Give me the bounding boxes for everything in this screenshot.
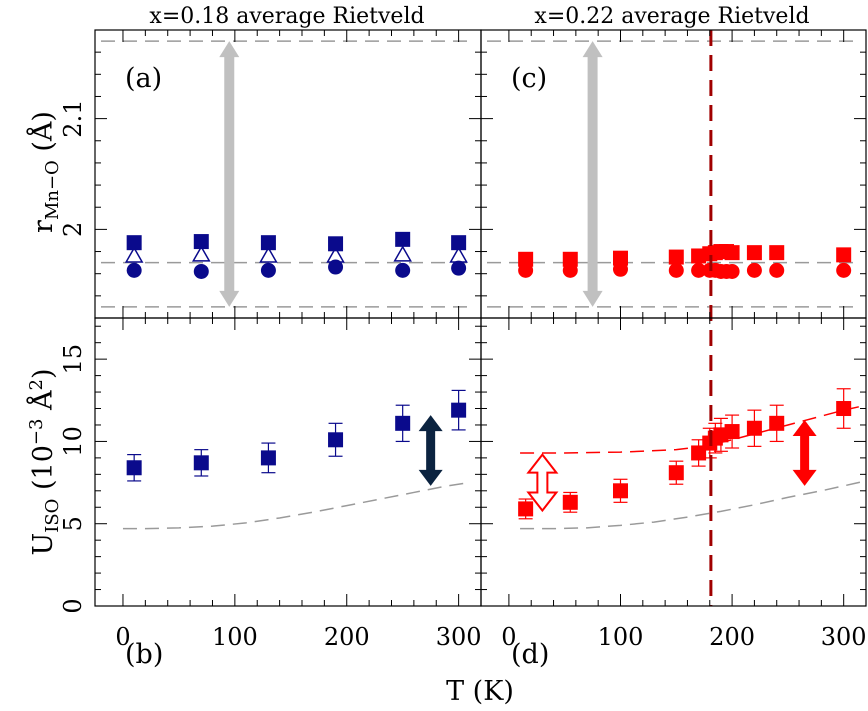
x-tick-label: 0	[501, 623, 516, 651]
plot-layer: (a) (c)(b) (d)0 100 200 300 0 100 200 30022.10510…	[59, 29, 867, 670]
diff-arrow-d-solid-head-down	[792, 469, 817, 486]
point-d	[518, 501, 534, 517]
diff-arrow-d-solid-head-up	[792, 420, 817, 437]
right-column-title: x=0.22 average Rietveld	[534, 4, 809, 29]
point-a-square	[193, 234, 209, 250]
panel-frame-1-1	[480, 317, 867, 607]
y-label-top-main: r	[28, 220, 59, 233]
point-a-square	[328, 236, 344, 252]
point-d	[746, 420, 762, 436]
y-tick-label-top: 2	[59, 222, 87, 237]
point-a-triangle	[124, 246, 144, 263]
point-c-square	[562, 251, 578, 267]
reference-curve-b	[122, 481, 470, 530]
y-label-top-sub: Mn−O	[42, 160, 63, 220]
x-tick-label: 300	[436, 623, 482, 651]
point-c-circle	[724, 263, 740, 279]
y-axis-label-bottom: UISO (10−3 Å2)	[26, 368, 63, 555]
range-arrow-a-head-up	[219, 41, 240, 58]
y-tick-label-bottom: 5	[59, 516, 87, 531]
reference-curve-d	[520, 480, 867, 530]
x-tick-label: 100	[212, 623, 258, 651]
point-d	[836, 401, 852, 417]
point-d	[724, 424, 740, 440]
point-b	[328, 432, 344, 448]
diff-arrow-b-head-up	[418, 415, 443, 432]
y-label-bottom-main: U	[28, 533, 59, 556]
point-c-circle	[668, 262, 684, 278]
left-column-title: x=0.18 average Rietveld	[149, 4, 424, 29]
point-c-square	[769, 245, 785, 261]
point-a-circle	[395, 262, 411, 278]
point-c-circle	[836, 262, 852, 278]
point-b	[451, 402, 467, 418]
panel-label-d: (d)	[511, 639, 549, 670]
y-label-bottom-unit2: Å	[26, 390, 59, 419]
point-a-circle	[193, 263, 209, 279]
range-arrow-a-head-down	[219, 290, 240, 307]
point-a-triangle	[326, 246, 345, 263]
point-d	[562, 494, 578, 510]
point-a-circle	[260, 262, 276, 278]
y-label-bottom-sub: ISO	[42, 499, 63, 533]
x-tick-label: 200	[709, 623, 755, 651]
x-tick-label: 300	[821, 623, 867, 651]
x-axis-label: T (K)	[446, 676, 514, 707]
x-tick-label: 100	[598, 623, 644, 651]
y-label-bottom-unit: (10	[28, 445, 59, 498]
point-c-circle	[746, 262, 762, 278]
point-c-square	[836, 247, 852, 263]
x-tick-label: 0	[115, 623, 130, 651]
point-a-triangle	[393, 245, 412, 262]
point-b	[126, 460, 142, 476]
point-a-triangle	[259, 246, 278, 263]
point-a-square	[395, 231, 411, 247]
point-d	[769, 415, 785, 431]
panel-frame-0-1	[94, 317, 482, 607]
y-tick-label-bottom: 0	[59, 598, 87, 613]
point-c-square	[668, 249, 684, 265]
diff-arrow-b-head-down	[418, 469, 443, 486]
range-arrow-c-head-down	[582, 290, 603, 307]
point-a-square	[451, 235, 467, 251]
y-label-bottom-close: )	[28, 368, 59, 379]
point-a-square	[260, 235, 276, 251]
point-c-square	[612, 250, 628, 266]
point-c-circle	[769, 262, 785, 278]
panel-label-b: (b)	[125, 639, 163, 670]
point-c-square	[518, 251, 534, 267]
y-axis-label-top: rMn−O (Å)	[26, 111, 63, 233]
point-c-square	[746, 245, 762, 261]
diff-arrow-d-hollow	[526, 452, 559, 513]
y-tick-label-bottom: 15	[59, 344, 87, 375]
point-a-triangle	[191, 245, 211, 262]
y-label-bottom-sup: −3	[26, 419, 47, 446]
point-a-circle	[328, 259, 344, 275]
point-c-square	[724, 245, 740, 261]
point-c-circle	[691, 262, 707, 278]
y-tick-label-bottom: 10	[59, 426, 87, 457]
x-tick-label: 200	[324, 623, 370, 651]
panel-label-a: (a)	[125, 63, 162, 94]
y-label-bottom-sup2: 2	[26, 379, 47, 390]
point-d	[612, 483, 628, 499]
point-a-square	[126, 235, 142, 251]
point-a-circle	[126, 262, 142, 278]
point-d	[668, 465, 684, 481]
point-b	[260, 450, 276, 466]
point-a-circle	[451, 260, 467, 276]
y-tick-label-top: 2.1	[59, 100, 87, 138]
point-b	[193, 455, 209, 471]
y-label-top-unit: (Å)	[26, 111, 59, 160]
point-a-triangle	[449, 246, 468, 263]
panel-label-c: (c)	[511, 63, 547, 94]
range-arrow-c-head-up	[582, 41, 603, 58]
point-b	[395, 415, 411, 431]
